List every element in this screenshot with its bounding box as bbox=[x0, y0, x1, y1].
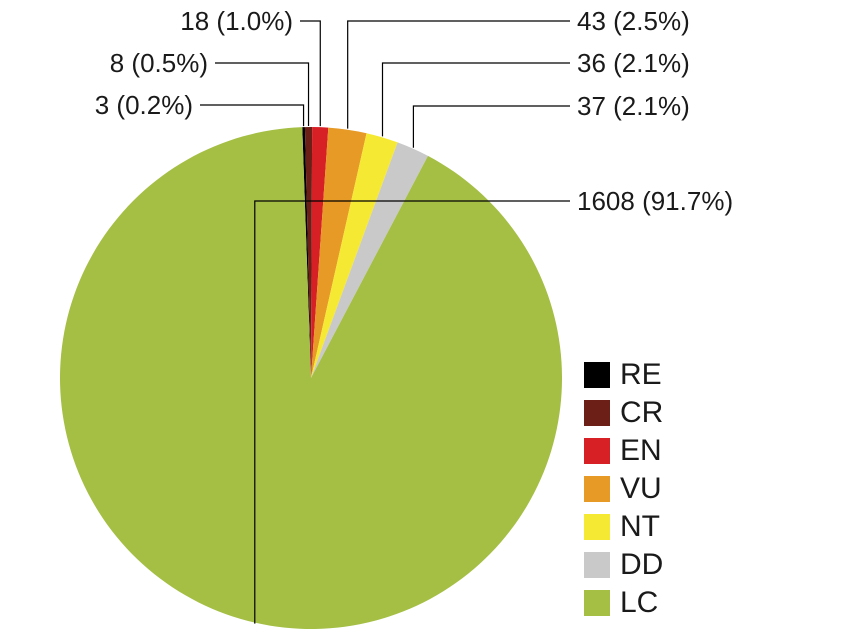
leader-cr bbox=[215, 63, 309, 126]
legend-label-nt: NT bbox=[620, 510, 660, 543]
legend-label-re: RE bbox=[620, 358, 662, 391]
legend-label-lc: LC bbox=[620, 586, 658, 619]
legend-item-dd: DD bbox=[584, 548, 663, 581]
slice-label-en: 18 (1.0%) bbox=[180, 6, 293, 36]
legend-item-re: RE bbox=[584, 358, 662, 391]
leader-nt bbox=[382, 63, 570, 136]
slice-label-nt: 36 (2.1%) bbox=[577, 48, 690, 78]
legend-item-nt: NT bbox=[584, 510, 660, 543]
legend-swatch-nt bbox=[584, 514, 610, 540]
legend-swatch-vu bbox=[584, 476, 610, 502]
legend-label-cr: CR bbox=[620, 396, 663, 429]
leader-dd bbox=[413, 106, 570, 148]
slice-label-lc: 1608 (91.7%) bbox=[577, 186, 733, 216]
legend-label-vu: VU bbox=[620, 472, 662, 505]
legend-label-dd: DD bbox=[620, 548, 663, 581]
legend-item-en: EN bbox=[584, 434, 662, 467]
legend-label-en: EN bbox=[620, 434, 662, 467]
legend-item-cr: CR bbox=[584, 396, 663, 429]
legend-item-lc: LC bbox=[584, 586, 658, 619]
slice-label-dd: 37 (2.1%) bbox=[577, 91, 690, 121]
slice-label-cr: 8 (0.5%) bbox=[110, 48, 208, 78]
slice-label-re: 3 (0.2%) bbox=[95, 90, 193, 120]
legend-swatch-lc bbox=[584, 590, 610, 616]
legend-swatch-cr bbox=[584, 400, 610, 426]
legend-swatch-dd bbox=[584, 552, 610, 578]
leader-vu bbox=[348, 21, 570, 129]
legend-swatch-re bbox=[584, 362, 610, 388]
legend-item-vu: VU bbox=[584, 472, 662, 505]
leader-re bbox=[200, 105, 304, 126]
slice-label-vu: 43 (2.5%) bbox=[577, 6, 690, 36]
legend-swatch-en bbox=[584, 438, 610, 464]
legend: RE CR EN VU NT DD LC bbox=[584, 358, 663, 619]
pie-slices bbox=[60, 127, 562, 629]
pie-chart: 3 (0.2%) 8 (0.5%) 18 (1.0%) 43 (2.5%) 36 (2.… bbox=[0, 0, 843, 641]
